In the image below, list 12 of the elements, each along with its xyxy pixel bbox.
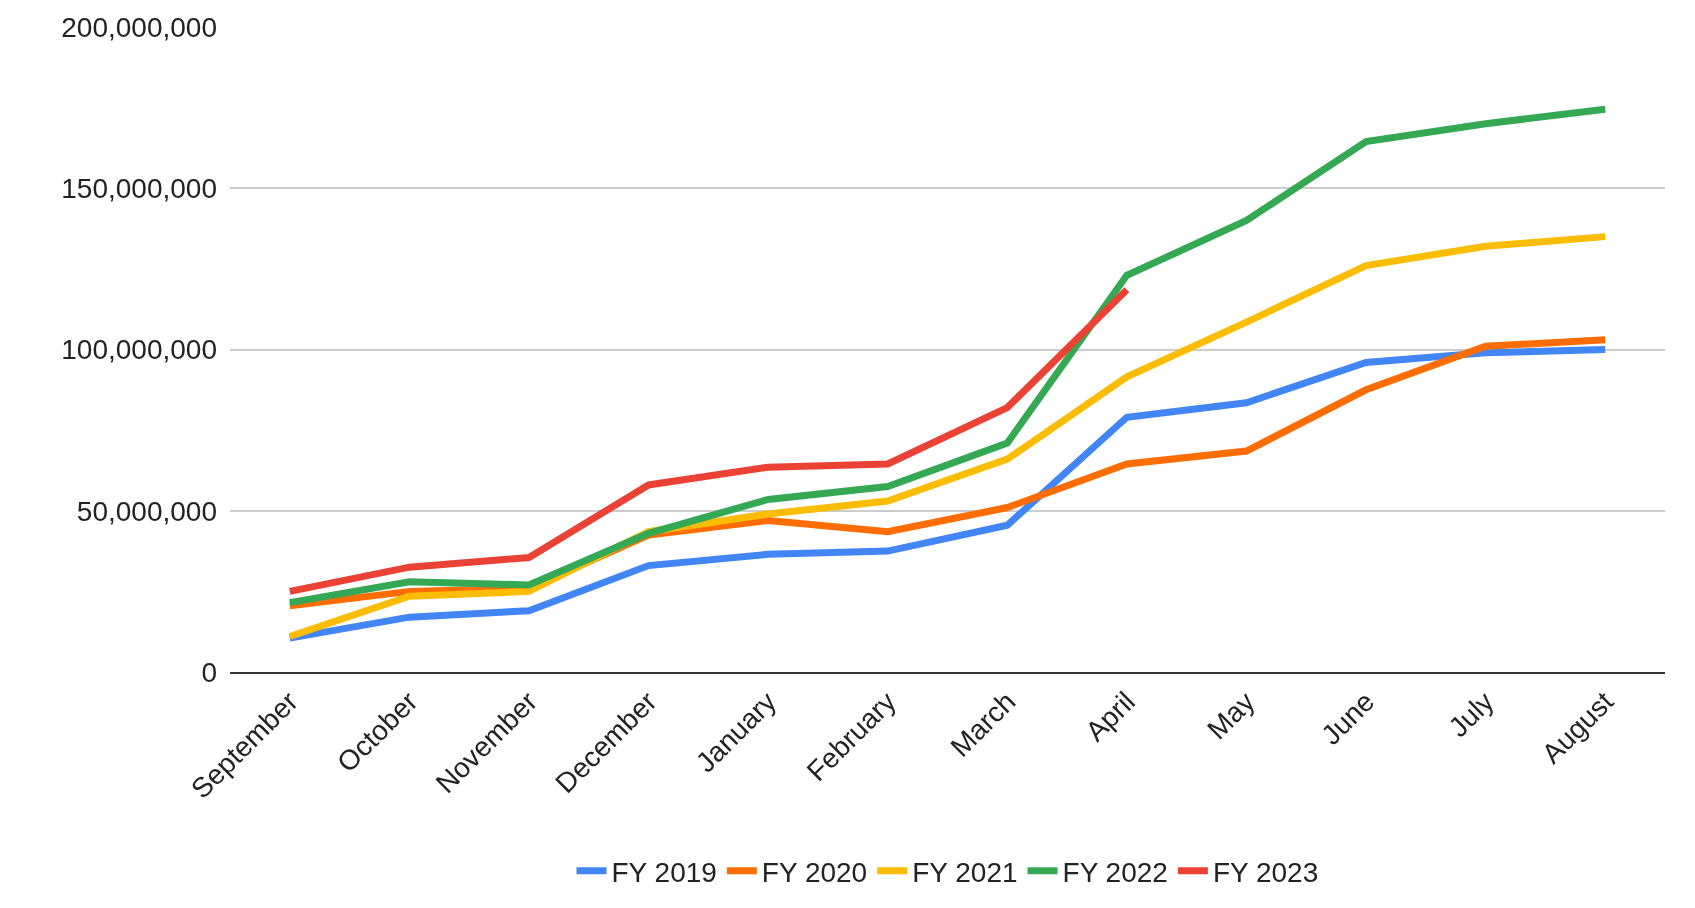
- legend-label: FY 2023: [1212, 856, 1319, 888]
- y-tick-label: 0: [201, 656, 217, 688]
- y-tick-label: 100,000,000: [61, 334, 217, 366]
- y-tick-label: 150,000,000: [61, 173, 217, 205]
- y-tick-label: 200,000,000: [61, 11, 217, 43]
- legend-label: FY 2020: [761, 856, 868, 888]
- legend-label: FY 2021: [912, 856, 1018, 888]
- x-tick-label: May: [1201, 685, 1261, 746]
- legend-label: FY 2022: [1062, 856, 1168, 888]
- legend-label: FY 2019: [611, 856, 717, 888]
- x-tick-label: July: [1442, 685, 1500, 743]
- y-tick-label: 50,000,000: [76, 495, 217, 527]
